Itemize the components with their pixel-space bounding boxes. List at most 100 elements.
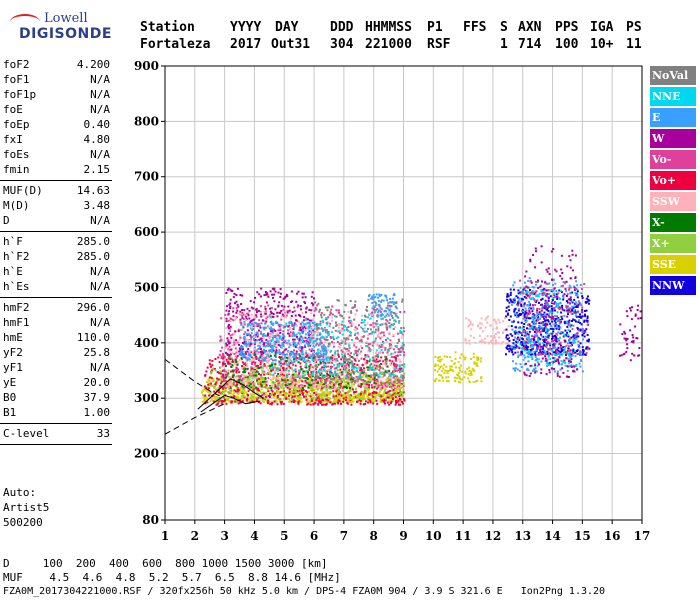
echo-point xyxy=(546,306,549,309)
echo-point xyxy=(267,325,269,328)
echo-point xyxy=(393,319,396,322)
echo-point xyxy=(251,352,254,355)
echo-point xyxy=(290,351,293,354)
echo-point xyxy=(353,328,356,331)
echo-point xyxy=(257,387,259,390)
echo-point xyxy=(506,299,509,302)
echo-point xyxy=(341,394,344,396)
echo-point xyxy=(392,366,395,369)
echo-point xyxy=(360,335,363,338)
echo-point xyxy=(394,364,397,367)
echo-point xyxy=(371,386,374,389)
echo-point xyxy=(243,320,246,323)
echo-point xyxy=(286,392,289,395)
echo-point xyxy=(239,321,242,324)
echo-point xyxy=(540,298,543,301)
echo-point xyxy=(451,369,454,371)
echo-point xyxy=(398,340,401,342)
echo-point xyxy=(445,380,448,383)
echo-point xyxy=(381,395,384,398)
echo-point xyxy=(298,314,300,316)
echo-point xyxy=(375,358,378,361)
echo-point xyxy=(239,318,242,321)
echo-point xyxy=(241,309,243,311)
echo-point xyxy=(394,314,397,317)
echo-point xyxy=(271,384,274,387)
echo-point xyxy=(294,373,297,376)
echo-point xyxy=(210,365,212,368)
echo-point xyxy=(324,329,327,332)
echo-point xyxy=(401,300,404,303)
echo-point xyxy=(252,370,255,373)
echo-point xyxy=(300,390,303,392)
echo-point xyxy=(397,386,400,389)
header-cell: 10+ xyxy=(590,37,614,52)
echo-point xyxy=(230,400,233,403)
echo-point xyxy=(475,362,478,365)
echo-point xyxy=(350,325,353,328)
echo-point xyxy=(379,337,382,340)
echo-point xyxy=(269,354,272,357)
echo-point xyxy=(519,312,521,315)
echo-point xyxy=(243,351,246,354)
echo-point xyxy=(396,354,399,357)
header-cell: FFS xyxy=(463,20,487,35)
echo-point xyxy=(310,309,313,312)
echo-point xyxy=(300,368,303,370)
echo-point xyxy=(289,362,292,364)
echo-point xyxy=(271,362,274,365)
echo-point xyxy=(275,377,278,380)
echo-point xyxy=(241,314,243,317)
echo-point xyxy=(235,371,238,374)
echo-point xyxy=(275,340,278,343)
echo-point xyxy=(390,356,393,359)
echo-point xyxy=(388,385,391,388)
echo-point xyxy=(240,328,243,331)
echo-point xyxy=(287,361,290,364)
echo-point xyxy=(210,377,213,380)
echo-point xyxy=(380,349,383,351)
echo-point xyxy=(247,378,250,381)
echo-point xyxy=(367,334,370,337)
echo-point xyxy=(235,351,238,354)
echo-point xyxy=(386,351,389,354)
echo-point xyxy=(388,373,391,376)
echo-point xyxy=(312,393,315,396)
echo-point xyxy=(392,384,395,387)
echo-point xyxy=(366,305,368,308)
echo-point xyxy=(338,393,341,396)
echo-point xyxy=(235,339,237,342)
echo-point xyxy=(226,352,229,355)
echo-point xyxy=(241,385,244,388)
echo-point xyxy=(256,310,258,312)
echo-point xyxy=(258,309,260,312)
echo-point xyxy=(375,380,378,383)
echo-point xyxy=(397,392,400,395)
echo-point xyxy=(231,360,234,363)
echo-point xyxy=(256,325,259,328)
echo-point xyxy=(306,359,308,362)
echo-point xyxy=(229,358,232,361)
echo-point xyxy=(382,384,385,387)
echo-point xyxy=(232,310,235,313)
echo-point xyxy=(368,392,370,395)
echo-point xyxy=(246,350,249,353)
echo-point xyxy=(285,324,288,327)
echo-point xyxy=(233,399,236,402)
echo-point xyxy=(235,294,238,296)
echo-point xyxy=(526,327,528,330)
header-cell: P1 xyxy=(427,20,443,35)
echo-point xyxy=(386,328,388,331)
echo-point xyxy=(352,400,355,403)
echo-point xyxy=(237,387,240,390)
echo-point xyxy=(370,380,373,383)
echo-point xyxy=(379,306,382,309)
param-value: 33 xyxy=(96,427,110,440)
echo-point xyxy=(370,323,373,326)
echo-point xyxy=(261,379,264,382)
echo-point xyxy=(282,381,285,384)
echo-point xyxy=(345,337,348,340)
echo-point xyxy=(370,363,373,365)
echo-point xyxy=(345,371,348,374)
echo-point xyxy=(254,372,257,375)
